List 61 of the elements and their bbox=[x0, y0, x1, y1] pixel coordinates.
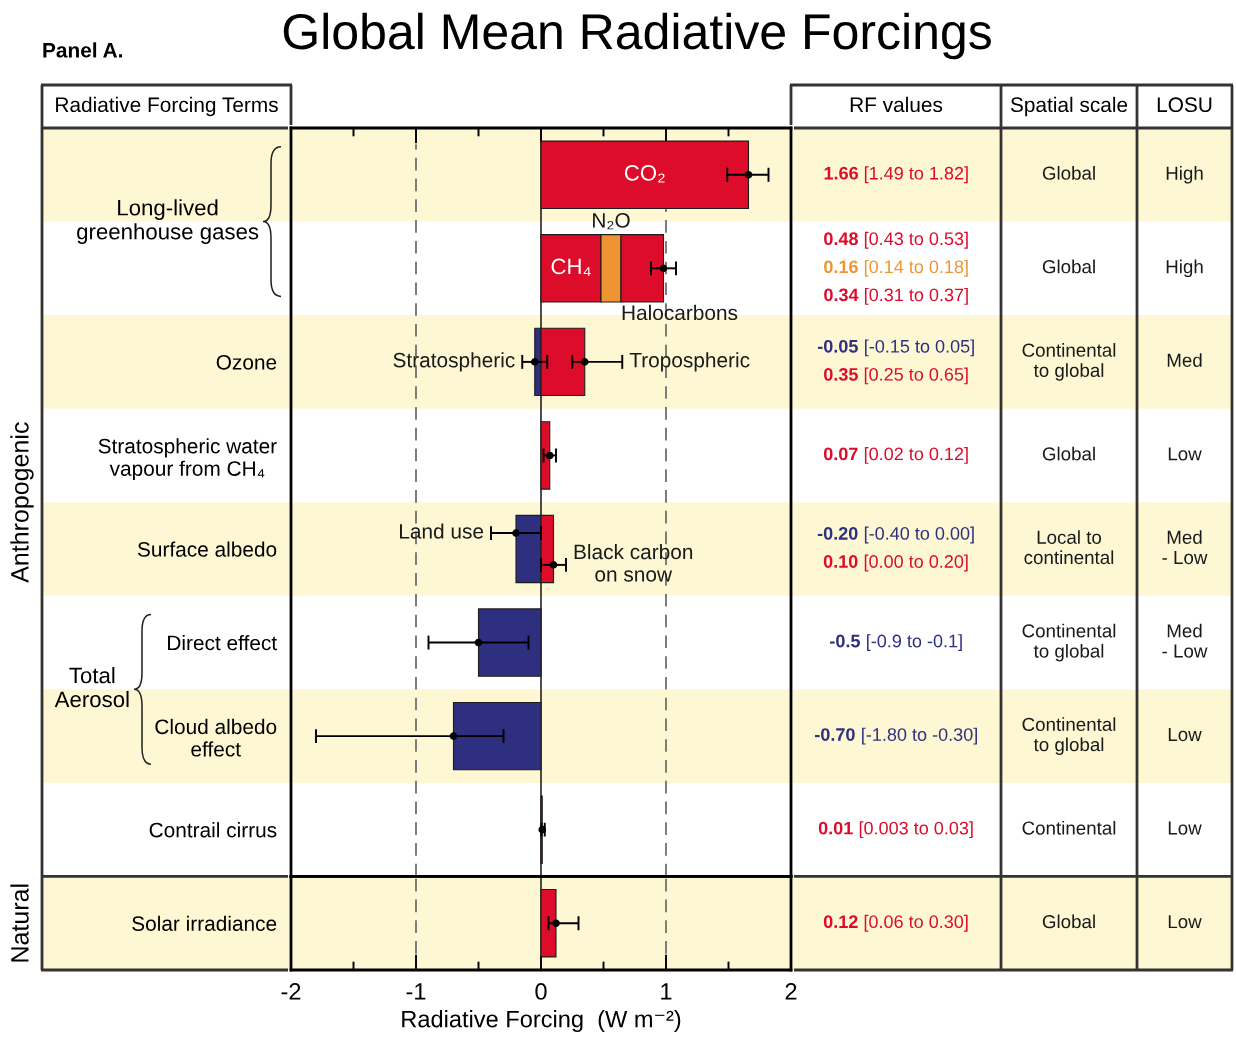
text: Global bbox=[1042, 914, 1095, 929]
series-label: CH₄ bbox=[551, 258, 591, 276]
text: Med - Low bbox=[1162, 530, 1208, 565]
y-tick-label: Surface albedo bbox=[137, 541, 277, 557]
x-tick-label: -1 bbox=[406, 983, 426, 1000]
text: Low bbox=[1168, 915, 1202, 929]
x-tick-label: 0 bbox=[535, 983, 547, 1000]
text: Long-lived greenhouse gases bbox=[77, 199, 259, 244]
text: 0.34 [0.31 to 0.37] bbox=[824, 287, 968, 305]
text: 0.12 [0.06 to 0.30] bbox=[823, 914, 968, 932]
text: Continental bbox=[1022, 820, 1116, 835]
series-label: Land use bbox=[399, 523, 484, 539]
text: Tropospheric bbox=[629, 352, 750, 372]
y-tick-label: Solar irradiance bbox=[132, 915, 277, 931]
text: Global bbox=[1042, 259, 1095, 274]
text: Continental to global bbox=[1022, 343, 1116, 381]
y-tick-label: Contrail cirrus bbox=[149, 822, 277, 838]
text: Total Aerosol bbox=[54, 667, 129, 708]
y-tick-label: Stratospheric water vapour from CH₄ bbox=[98, 438, 277, 481]
text: Low bbox=[1168, 728, 1202, 742]
text: 0.16 [0.14 to 0.18] bbox=[824, 259, 968, 277]
text: 0.01 [0.003 to 0.03] bbox=[818, 821, 973, 839]
text: RF values bbox=[850, 96, 943, 113]
text: Med bbox=[1167, 353, 1202, 367]
x-tick-label: 2 bbox=[785, 983, 797, 1000]
text: Global bbox=[1042, 166, 1095, 180]
series-label: CO₂ bbox=[624, 165, 665, 183]
x-tick-label: -2 bbox=[281, 983, 301, 1000]
y-axis-title: Anthropogenic bbox=[10, 422, 34, 583]
y-tick-label: Ozone bbox=[216, 354, 277, 370]
series-label: Stratospheric bbox=[393, 352, 515, 372]
chart-title: Global Mean Radiative Forcings bbox=[283, 12, 991, 60]
y-tick-label: Cloud albedo effect bbox=[155, 718, 277, 757]
text: Continental to global bbox=[1022, 717, 1116, 755]
series-label: Halocarbons bbox=[622, 304, 738, 321]
x-tick-label: 1 bbox=[661, 983, 672, 1000]
text: 0.35 [0.25 to 0.65] bbox=[824, 367, 968, 385]
text: Med - Low bbox=[1162, 623, 1208, 658]
text: 0.48 [0.43 to 0.53] bbox=[824, 231, 968, 249]
text: Radiative Forcing Terms bbox=[56, 96, 278, 117]
text: Local to continental bbox=[1024, 530, 1114, 565]
text: Spatial scale bbox=[1010, 96, 1128, 117]
text: Global bbox=[1042, 446, 1095, 461]
text: Low bbox=[1168, 447, 1202, 461]
text: Panel A. bbox=[43, 42, 122, 58]
text: Low bbox=[1168, 821, 1202, 835]
text: Continental to global bbox=[1022, 623, 1116, 662]
series-label: N₂O bbox=[593, 212, 630, 230]
text: 0.07 [0.02 to 0.12] bbox=[823, 447, 968, 464]
x-axis-title: Radiative Forcing (W m⁻²) bbox=[402, 1010, 681, 1033]
text: High bbox=[1166, 166, 1203, 184]
y-axis-title: Natural bbox=[10, 884, 29, 962]
y-tick-label: Direct effect bbox=[168, 635, 277, 651]
text: -0.5 [-0.9 to -0.1] bbox=[830, 634, 962, 651]
text: -0.05 [-0.15 to 0.05] bbox=[817, 339, 974, 357]
text: -0.20 [-0.40 to 0.00] bbox=[817, 526, 974, 544]
text: LOSU bbox=[1157, 97, 1212, 113]
text: 0.10 [0.00 to 0.20] bbox=[823, 554, 968, 572]
text: High bbox=[1166, 259, 1203, 278]
text: -0.70 [-1.80 to -0.30] bbox=[815, 727, 977, 745]
text: 1.66 [1.49 to 1.82] bbox=[824, 166, 968, 184]
